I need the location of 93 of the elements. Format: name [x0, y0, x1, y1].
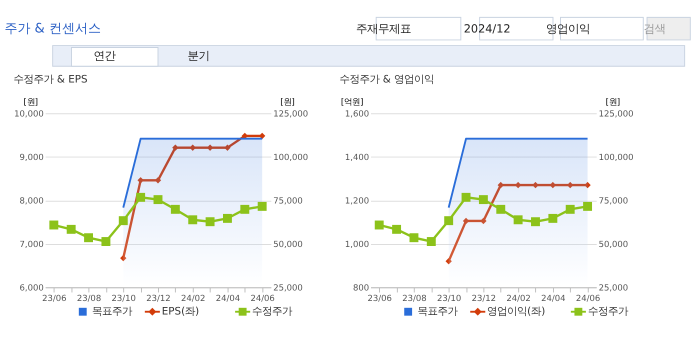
point: [426, 237, 436, 246]
y-tick-label: 1,000: [344, 239, 370, 250]
point: [259, 132, 266, 140]
y-tick-label: 9,000: [20, 152, 44, 162]
y2-tick-label: 100,000: [273, 152, 308, 162]
y2-tick-label: 125,000: [598, 108, 634, 119]
point: [206, 217, 215, 226]
point: [480, 218, 487, 224]
x-tick-label: 23/08: [76, 292, 102, 303]
chart-title: 수정주가 & 영업이익: [339, 73, 434, 86]
y-tick-label: 8,000: [20, 196, 44, 206]
x-tick-label: 23/06: [42, 292, 66, 303]
point: [154, 177, 162, 184]
point: [584, 182, 591, 188]
y2-axis-title: [원]: [606, 96, 620, 106]
y-tick-label: 1,600: [344, 108, 370, 119]
point: [548, 214, 558, 223]
point: [514, 182, 522, 188]
point: [374, 220, 384, 230]
y-tick-label: 6,000: [20, 282, 44, 293]
y2-tick-label: 75,000: [273, 196, 303, 206]
point: [84, 233, 94, 242]
point: [531, 217, 540, 226]
legend-label: 수정주가: [588, 306, 628, 318]
point: [532, 182, 539, 188]
x-tick-label: 24/04: [216, 292, 240, 303]
chart-title: 수정주가 & EPS: [14, 73, 88, 86]
y2-tick-label: 50,000: [273, 239, 303, 250]
point: [514, 215, 523, 224]
point: [101, 237, 110, 246]
point: [566, 204, 575, 214]
x-tick-label: 23/12: [472, 292, 496, 303]
y2-tick-label: 125,000: [273, 108, 308, 119]
point: [392, 224, 402, 234]
y2-tick-label: 25,000: [273, 282, 303, 293]
point: [154, 195, 162, 204]
x-tick-label: 23/06: [368, 292, 392, 303]
point: [118, 216, 128, 226]
x-tick-label: 24/04: [541, 292, 566, 303]
x-tick-label: 24/02: [181, 292, 206, 303]
point: [66, 224, 76, 234]
point: [224, 144, 231, 151]
point: [49, 220, 58, 230]
legend-label: 목표주가: [418, 306, 458, 318]
point: [409, 233, 418, 242]
point: [498, 182, 504, 188]
point: [258, 202, 267, 211]
x-tick-label: 23/08: [402, 292, 427, 303]
text: 2024/12: [464, 22, 511, 36]
x-tick-label: 23/10: [112, 292, 136, 303]
y-tick-label: 800: [352, 282, 370, 293]
point: [170, 204, 180, 214]
text: 연간: [93, 50, 116, 63]
point: [462, 192, 470, 202]
point: [496, 204, 506, 214]
text: 검색: [644, 22, 666, 36]
point: [550, 182, 556, 188]
x-tick-label: 24/06: [250, 292, 275, 303]
y2-tick-label: 50,000: [598, 239, 628, 250]
point: [446, 258, 452, 264]
y-tick-label: 10,000: [14, 108, 44, 119]
text: 주재무제표: [356, 22, 412, 36]
y-tick-label: 7,000: [20, 239, 44, 250]
text: 영업이익: [546, 22, 590, 36]
y2-tick-label: 100,000: [598, 152, 634, 162]
text: 주가 & 컨센서스: [4, 21, 101, 36]
x-tick-label: 23/10: [436, 292, 462, 303]
x-tick-label: 24/06: [576, 292, 600, 303]
point: [583, 202, 592, 211]
point: [478, 195, 488, 204]
text: 분기: [187, 50, 210, 63]
legend-label: 목표주가: [92, 306, 132, 318]
point: [222, 214, 232, 223]
point: [567, 182, 574, 188]
y-axis-title: [억원]: [340, 96, 364, 106]
point: [120, 254, 126, 262]
x-tick-label: 23/12: [146, 292, 171, 303]
y2-tick-label: 25,000: [598, 282, 628, 293]
point: [188, 215, 198, 224]
point: [137, 177, 144, 184]
point: [240, 204, 250, 214]
legend-label: 영업이익(좌): [487, 306, 546, 318]
y-tick-label: 1,400: [344, 152, 370, 162]
point: [136, 192, 146, 202]
y-axis-title: [원]: [23, 96, 38, 106]
y2-tick-label: 75,000: [598, 196, 628, 206]
legend-label: 수정주가: [252, 306, 292, 318]
point: [444, 216, 454, 226]
x-tick-label: 24/02: [506, 292, 531, 303]
y-tick-label: 1,200: [344, 196, 370, 206]
legend-label: EPS(좌): [162, 306, 200, 318]
point: [462, 218, 470, 224]
y2-axis-title: [원]: [280, 96, 295, 106]
